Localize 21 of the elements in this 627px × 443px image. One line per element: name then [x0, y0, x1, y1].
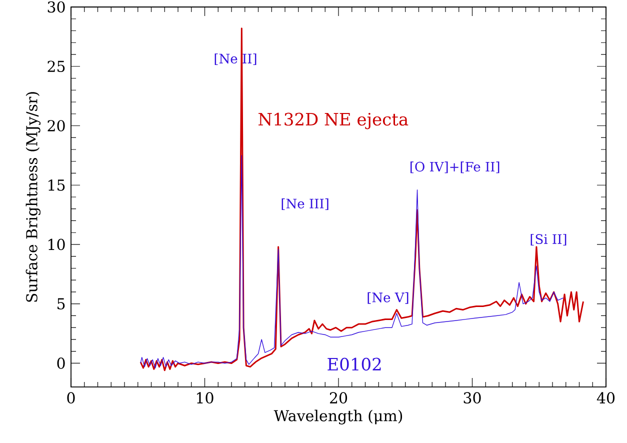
y-tick-label: 10 [48, 238, 65, 250]
y-tick-label: 15 [48, 179, 65, 191]
y-tick-label: 5 [58, 298, 65, 310]
annotation: [O IV]+[Fe II] [410, 162, 500, 174]
annotation: [Ne V] [368, 292, 408, 304]
x-tick-label: 40 [596, 392, 615, 404]
annotation: [Ne II] [214, 53, 256, 66]
x-tick-label: 20 [330, 392, 348, 404]
y-axis-title: Surface Brightness (MJy/sr) [26, 92, 41, 302]
x-axis-title: Wavelength (μm) [274, 410, 402, 424]
y-tick-label: 30 [48, 1, 65, 13]
annotation: [Si II] [530, 234, 566, 246]
series-label: E0102 [328, 358, 381, 371]
y-tick-label: 20 [48, 120, 65, 132]
x-tick-label: 30 [464, 392, 481, 404]
y-tick-label: 25 [48, 60, 65, 72]
x-tick-label: 0 [67, 392, 75, 404]
x-tick-label: 10 [197, 392, 214, 404]
annotation: [Ne III] [282, 198, 328, 210]
y-tick-label: 0 [57, 358, 65, 369]
series-label: N132D NE ejecta [258, 112, 408, 130]
